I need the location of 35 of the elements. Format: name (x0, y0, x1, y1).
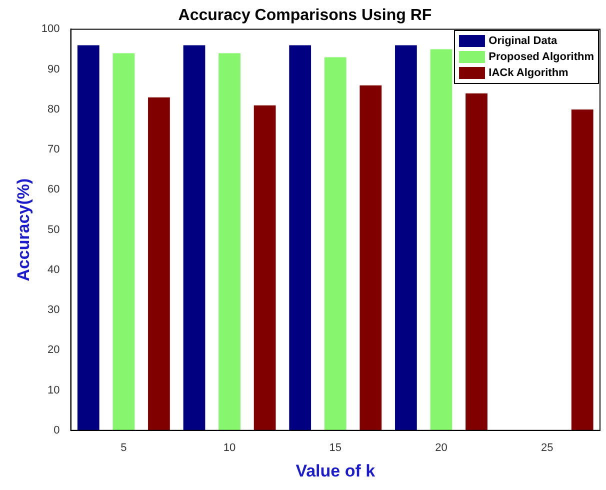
x-tick-label: 10 (223, 442, 236, 454)
bar (218, 53, 240, 430)
bar (148, 97, 170, 430)
legend-label: IACk Algorithm (488, 67, 568, 80)
y-axis-title: Accuracy(%) (14, 178, 33, 282)
bar (430, 49, 452, 430)
bar (112, 53, 135, 430)
legend-label: Proposed Algorithm (488, 51, 594, 64)
y-tick-label: 10 (48, 384, 60, 396)
bar (466, 93, 488, 430)
legend-label: Original Data (488, 35, 558, 48)
bar (360, 85, 382, 430)
bar (77, 45, 100, 430)
y-tick-label: 0 (54, 424, 60, 436)
y-tick-label: 40 (48, 264, 60, 276)
y-tick-label: 80 (48, 103, 60, 116)
y-tick-label: 70 (48, 144, 60, 156)
y-tick-label: 90 (48, 63, 60, 76)
bar (254, 105, 276, 430)
y-tick-label: 50 (48, 224, 60, 236)
x-axis-title: Value of k (296, 461, 376, 480)
x-tick-label: 20 (435, 442, 448, 454)
bar (183, 45, 206, 430)
y-tick-label: 100 (41, 23, 60, 36)
y-tick-label: 20 (48, 344, 60, 356)
x-tick-label: 5 (120, 442, 127, 454)
y-tick-label: 60 (48, 184, 60, 196)
bar (324, 57, 346, 430)
x-tick-label: 25 (540, 442, 554, 454)
chart-title: Accuracy Comparisons Using RF (178, 7, 432, 24)
bar (395, 45, 417, 430)
bar (571, 109, 594, 430)
x-tick-label: 15 (329, 442, 342, 454)
y-tick-label: 30 (48, 304, 60, 316)
bar (289, 45, 312, 430)
